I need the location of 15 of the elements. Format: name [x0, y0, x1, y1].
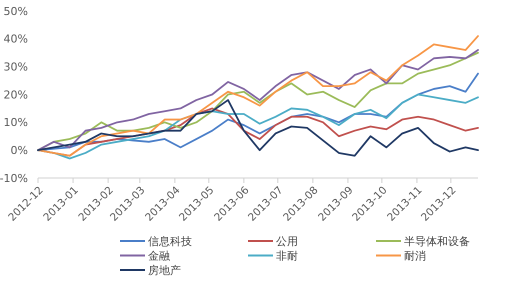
y-tick-label: 50%: [4, 4, 28, 18]
legend-label: 金融: [148, 249, 170, 262]
legend-label: 非耐: [276, 249, 298, 262]
y-tick-label: -10%: [0, 172, 28, 185]
legend-label: 房地产: [148, 264, 181, 277]
legend-label: 公用: [276, 234, 298, 248]
y-tick-label: 30%: [4, 60, 28, 74]
y-tick-label: 10%: [4, 116, 28, 130]
y-tick-label: 20%: [4, 88, 28, 102]
legend-label: 信息科技: [148, 234, 192, 248]
legend-label: 耐消: [404, 249, 426, 262]
line-series: [37, 35, 479, 157]
y-tick-label: 40%: [4, 32, 28, 46]
y-tick-label: 0%: [10, 144, 28, 158]
legend-label: 半导体和设备: [404, 234, 470, 248]
